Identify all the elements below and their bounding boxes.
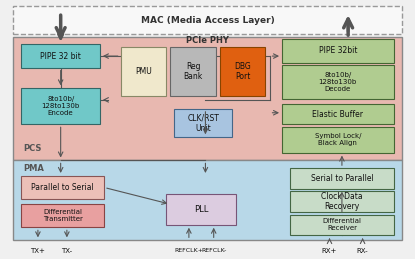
Bar bbox=[13, 6, 402, 34]
Text: TX-: TX- bbox=[61, 248, 73, 254]
Bar bbox=[22, 45, 100, 68]
Text: Parallel to Serial: Parallel to Serial bbox=[32, 183, 94, 192]
Text: PIPE 32 bit: PIPE 32 bit bbox=[40, 52, 81, 61]
Text: CLK/RST
Unit: CLK/RST Unit bbox=[188, 113, 219, 133]
Text: Differential
Transmitter: Differential Transmitter bbox=[43, 209, 83, 222]
Text: Symbol Lock/
Black Align: Symbol Lock/ Black Align bbox=[315, 133, 361, 146]
Text: 8to10b/
128to130b
Decode: 8to10b/ 128to130b Decode bbox=[319, 72, 357, 92]
Text: 8to10b/
128to130b
Encode: 8to10b/ 128to130b Encode bbox=[42, 96, 80, 116]
Bar bbox=[282, 127, 393, 153]
Bar bbox=[13, 160, 402, 240]
Bar bbox=[22, 204, 104, 227]
Bar bbox=[282, 39, 393, 62]
Text: RX+: RX+ bbox=[322, 248, 337, 254]
Text: REFCLK-: REFCLK- bbox=[201, 248, 227, 253]
Text: RX-: RX- bbox=[357, 248, 369, 254]
Text: DBG
Port: DBG Port bbox=[234, 62, 251, 81]
Bar bbox=[290, 214, 393, 235]
Bar bbox=[166, 194, 237, 225]
Text: Reg
Bank: Reg Bank bbox=[183, 62, 203, 81]
Text: PMA: PMA bbox=[23, 164, 44, 173]
Bar bbox=[174, 109, 232, 137]
Bar bbox=[290, 168, 393, 189]
Text: Elastic Buffer: Elastic Buffer bbox=[312, 110, 363, 119]
Text: PCIe PHY: PCIe PHY bbox=[186, 36, 229, 45]
Bar bbox=[170, 47, 216, 96]
Text: Serial to Parallel: Serial to Parallel bbox=[310, 174, 374, 183]
Bar bbox=[13, 37, 402, 160]
Text: MAC (Media Access Layer): MAC (Media Access Layer) bbox=[141, 16, 274, 25]
Text: PLL: PLL bbox=[194, 205, 208, 214]
Bar bbox=[282, 65, 393, 99]
Text: Differential
Receiver: Differential Receiver bbox=[322, 218, 361, 231]
Bar bbox=[22, 88, 100, 124]
Text: PCS: PCS bbox=[23, 144, 42, 153]
Bar bbox=[282, 104, 393, 124]
Bar bbox=[121, 47, 166, 96]
Bar bbox=[220, 47, 266, 96]
Text: TX+: TX+ bbox=[30, 248, 45, 254]
Bar bbox=[22, 176, 104, 199]
Text: PMU: PMU bbox=[135, 67, 152, 76]
Bar bbox=[290, 191, 393, 212]
Text: PIPE 32bit: PIPE 32bit bbox=[319, 46, 357, 55]
Text: Clock Data
Recovery: Clock Data Recovery bbox=[321, 192, 363, 211]
Text: REFCLK+: REFCLK+ bbox=[174, 248, 203, 253]
